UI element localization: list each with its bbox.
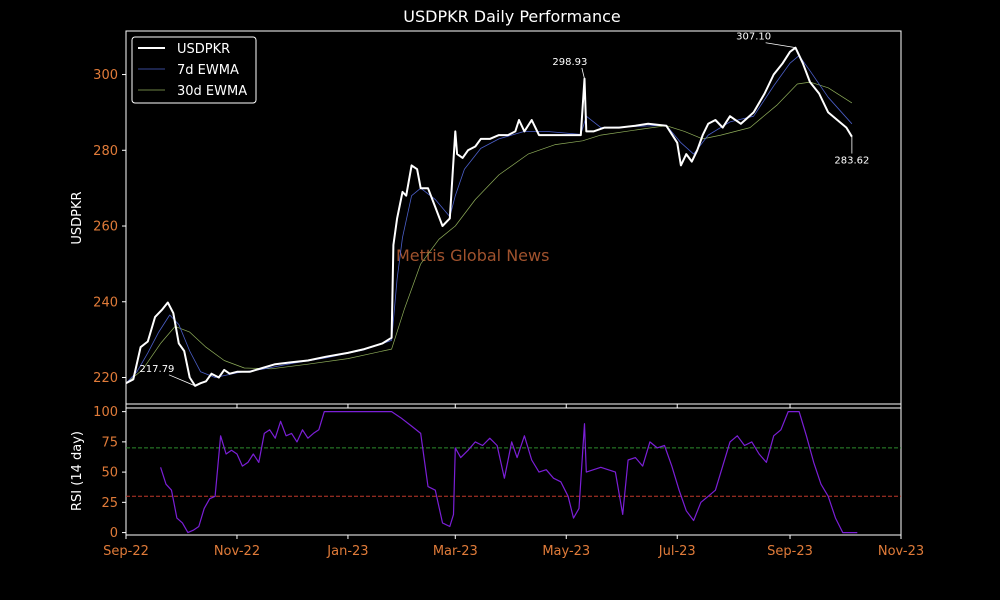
price-y-tick-label: 300 (93, 68, 118, 83)
annotation-label: 298.93 (552, 57, 587, 68)
rsi-y-tick-label: 25 (101, 496, 118, 511)
chart-title: USDPKR Daily Performance (403, 7, 621, 26)
rsi-y-tick-label: 0 (110, 526, 118, 541)
price-y-tick-label: 240 (93, 295, 118, 310)
legend-label: 7d EWMA (177, 63, 239, 78)
rsi-plot-frame (125, 407, 902, 536)
rsi-y-tick-label: 75 (101, 435, 118, 450)
price-y-tick-label: 280 (93, 144, 118, 159)
rsi-line (160, 411, 858, 534)
annotation-label: 283.62 (834, 156, 869, 167)
usdpkr-line (125, 46, 853, 387)
price-annotations: 217.79 298.93 307.10 283.62 (139, 32, 869, 387)
x-tick-label: Nov-22 (214, 544, 260, 559)
ewma30-line (125, 81, 853, 384)
rsi-y-axis-label: RSI (14 day) (70, 431, 85, 511)
price-y-axis: 220 240 260 280 300 (93, 68, 126, 386)
rsi-y-tick-label: 50 (101, 466, 118, 481)
price-y-tick-label: 260 (93, 220, 118, 235)
legend-box (131, 36, 257, 104)
price-plot-frame (125, 30, 902, 405)
price-y-axis-label: USDPKR (70, 191, 85, 244)
legend-label: USDPKR (177, 42, 230, 57)
rsi-y-tick-label: 100 (93, 405, 118, 420)
x-tick-label: Sep-23 (767, 544, 813, 559)
price-series (125, 46, 853, 387)
x-tick-label: Jan-23 (326, 544, 368, 559)
legend: USDPKR 7d EWMA 30d EWMA (131, 36, 257, 104)
annotation-label: 217.79 (139, 364, 174, 375)
annotation-pointer (168, 374, 196, 387)
annotation-label: 307.10 (736, 32, 771, 43)
ewma7-line (125, 55, 853, 384)
annotation-pointer (765, 42, 796, 49)
x-tick-label: Nov-23 (878, 544, 924, 559)
x-tick-label: Jul-23 (658, 544, 696, 559)
legend-label: 30d EWMA (177, 84, 247, 99)
rsi-thresholds (126, 447, 901, 497)
rsi-y-axis: 0 25 50 75 100 (93, 405, 126, 541)
price-x-ticks (125, 404, 902, 408)
price-y-tick-label: 220 (93, 371, 118, 386)
annotation-pointer (581, 67, 585, 79)
x-tick-label: Mar-23 (433, 544, 478, 559)
rsi-x-ticks: Sep-22 Nov-22 Jan-23 Mar-23 May-23 Jul-23 Sep-… (103, 535, 924, 559)
x-tick-label: May-23 (542, 544, 590, 559)
rsi-series (160, 411, 858, 534)
watermark: Mettis Global News (396, 246, 549, 265)
x-tick-label: Sep-22 (103, 544, 149, 559)
